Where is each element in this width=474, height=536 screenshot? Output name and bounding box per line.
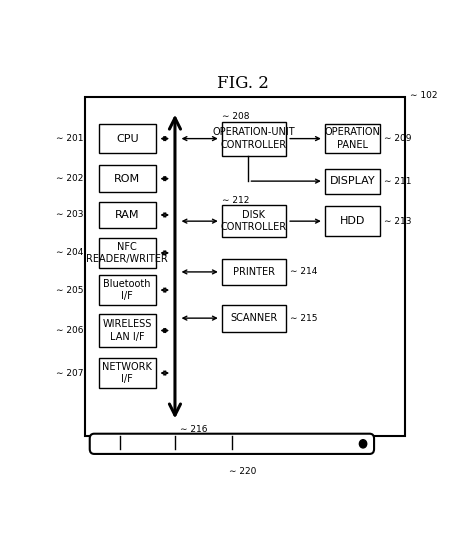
Text: OPERATION-UNIT
CONTROLLER: OPERATION-UNIT CONTROLLER	[213, 128, 295, 150]
Text: ∼ 204: ∼ 204	[56, 248, 83, 257]
Text: RAM: RAM	[115, 210, 139, 220]
Bar	[222, 205, 286, 237]
Text: HDD: HDD	[340, 216, 365, 226]
Text: ∼ 209: ∼ 209	[383, 134, 411, 143]
Bar	[222, 122, 286, 155]
Text: NETWORK
I/F: NETWORK I/F	[102, 362, 152, 384]
Text: WIRELESS
LAN I/F: WIRELESS LAN I/F	[102, 319, 152, 342]
Circle shape	[359, 440, 367, 448]
Text: FIG. 2: FIG. 2	[217, 75, 269, 92]
Text: NFC
READER/WRITER: NFC READER/WRITER	[86, 242, 168, 264]
Bar	[99, 202, 155, 228]
Text: ∼ 216: ∼ 216	[181, 426, 208, 435]
Text: ∼ 102: ∼ 102	[410, 91, 438, 100]
Text: PRINTER: PRINTER	[233, 267, 275, 277]
Bar	[99, 238, 155, 268]
Text: Bluetooth
I/F: Bluetooth I/F	[103, 279, 151, 301]
Bar	[99, 124, 155, 153]
Text: ∼ 215: ∼ 215	[290, 314, 317, 323]
Text: ∼ 214: ∼ 214	[290, 267, 317, 277]
Text: ∼ 220: ∼ 220	[229, 467, 256, 476]
Text: ∼ 202: ∼ 202	[56, 174, 83, 183]
Text: ∼ 207: ∼ 207	[55, 369, 83, 377]
FancyBboxPatch shape	[90, 434, 374, 454]
Bar	[85, 98, 404, 436]
Bar	[99, 358, 155, 388]
Text: DISPLAY: DISPLAY	[329, 176, 375, 186]
Bar	[222, 305, 286, 332]
Text: ∼ 203: ∼ 203	[55, 211, 83, 219]
Text: DISK
CONTROLLER: DISK CONTROLLER	[221, 210, 287, 232]
Text: CPU: CPU	[116, 133, 138, 144]
Bar	[325, 206, 380, 236]
Bar	[325, 124, 380, 153]
Text: ∼ 211: ∼ 211	[383, 177, 411, 185]
Bar	[222, 258, 286, 285]
Text: ∼ 213: ∼ 213	[383, 217, 411, 226]
Bar	[99, 315, 155, 347]
Text: ∼ 206: ∼ 206	[55, 326, 83, 335]
Text: SCANNER: SCANNER	[230, 313, 278, 323]
Text: OPERATION
PANEL: OPERATION PANEL	[325, 128, 380, 150]
Text: ROM: ROM	[114, 174, 140, 184]
Bar	[325, 169, 380, 193]
Bar	[99, 275, 155, 305]
Text: ∼ 205: ∼ 205	[55, 286, 83, 295]
Text: ∼ 201: ∼ 201	[55, 134, 83, 143]
Bar	[99, 165, 155, 192]
Text: ∼ 212: ∼ 212	[222, 196, 249, 205]
Text: ∼ 208: ∼ 208	[222, 112, 249, 121]
